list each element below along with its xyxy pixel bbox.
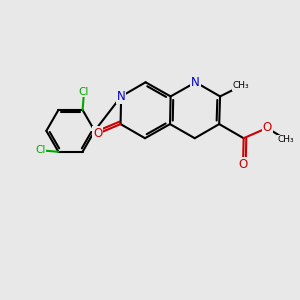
Text: N: N — [191, 76, 200, 89]
Text: CH₃: CH₃ — [278, 135, 294, 144]
Text: O: O — [93, 127, 102, 140]
Text: O: O — [238, 158, 248, 171]
Text: O: O — [262, 122, 272, 134]
Text: CH₃: CH₃ — [233, 81, 250, 90]
Text: Cl: Cl — [79, 87, 89, 97]
Text: N: N — [117, 90, 125, 103]
Text: Cl: Cl — [35, 145, 45, 155]
